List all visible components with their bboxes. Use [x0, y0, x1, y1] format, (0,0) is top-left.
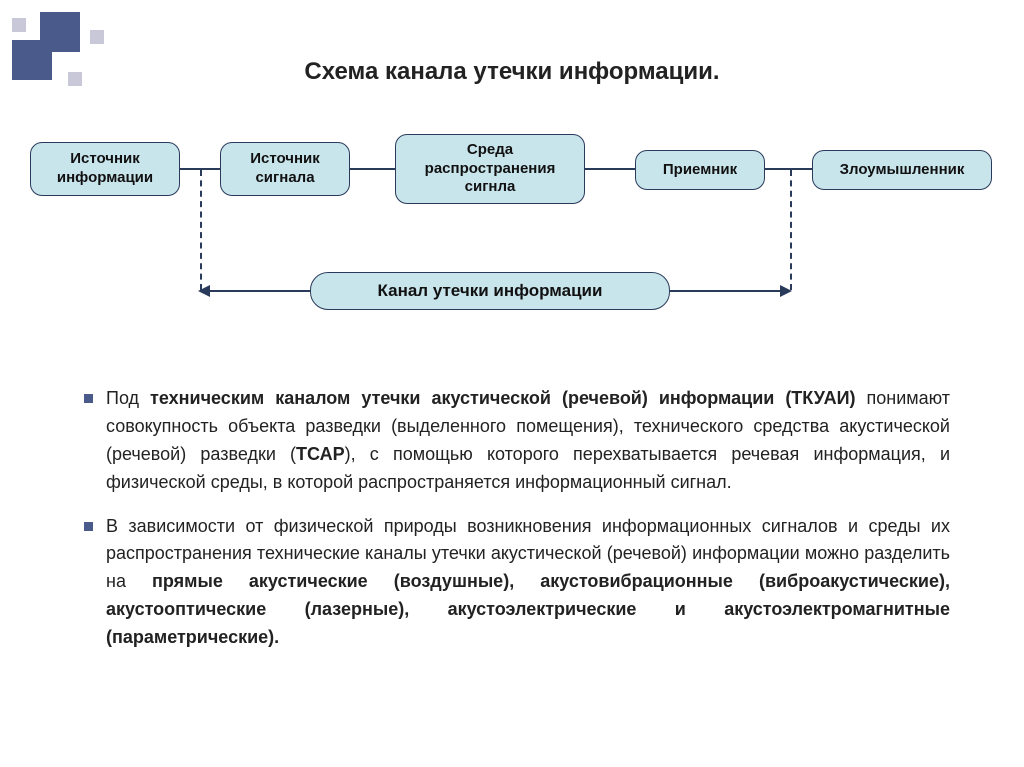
diagram-node-src-signal: Источник сигнала [220, 142, 350, 196]
dashed-line [790, 170, 792, 290]
diagram-node-intruder: Злоумышленник [812, 150, 992, 190]
slide-title: Схема канала утечки информации. [0, 58, 1024, 86]
bullet-item: Под техническим каналом утечки акустичес… [80, 385, 950, 497]
channel-node: Канал утечки информации [310, 272, 670, 310]
bullet-list: Под техническим каналом утечки акустичес… [80, 385, 950, 668]
leak-channel-diagram: Канал утечки информации Источник информац… [0, 120, 1024, 340]
bullet-item: В зависимости от физической природы возн… [80, 513, 950, 652]
connector [350, 168, 395, 170]
dashed-line [200, 170, 202, 290]
diagram-node-src-info: Источник информации [30, 142, 180, 196]
diagram-node-receiver: Приемник [635, 150, 765, 190]
arrowhead-right-icon [780, 285, 792, 297]
arrow-line [670, 290, 780, 292]
diagram-node-medium: Среда распространения сигнла [395, 134, 585, 204]
connector [765, 168, 812, 170]
arrowhead-left-icon [198, 285, 210, 297]
arrow-line [210, 290, 310, 292]
connector [585, 168, 635, 170]
